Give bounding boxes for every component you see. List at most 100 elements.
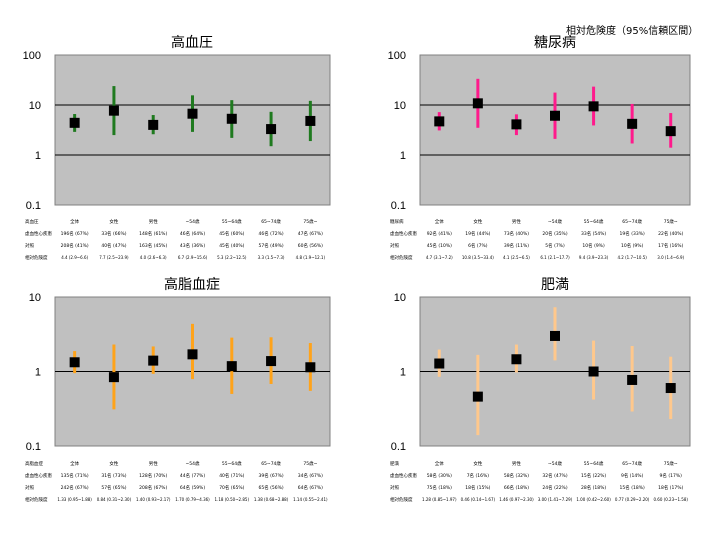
table-cell: 男性: [148, 462, 158, 467]
table-cell: 65~74歳: [622, 462, 643, 467]
table-row-label: 虚血性心疾患: [25, 232, 52, 237]
table-cell: 18名 (17%): [658, 486, 684, 491]
table-cell: 64名 (67%): [297, 486, 323, 491]
table-row-label: 相対危険度: [390, 498, 413, 503]
table-cell: 45名 (40%): [219, 244, 245, 249]
table-cell: 39名 (67%): [258, 474, 284, 479]
point-estimate: [69, 117, 80, 128]
y-tick-label: 1: [35, 367, 41, 379]
table-cell: 1.46 (0.97~2.30): [499, 497, 534, 502]
table-cell: 男性: [511, 220, 521, 225]
table-cell: 40名 (47%): [101, 244, 127, 249]
table-cell: 9名 (14%): [620, 474, 644, 479]
table-cell: 75歳~: [303, 462, 318, 467]
table-row-label: 高血圧: [25, 220, 39, 225]
point-estimate: [226, 361, 237, 372]
table-cell: 39名 (11%): [503, 244, 530, 249]
point-estimate: [226, 113, 237, 124]
table-cell: 46名 (72%): [258, 232, 284, 237]
table-cell: 4.2 (1.7~10.5): [617, 255, 647, 260]
table-cell: 60名 (56%): [297, 244, 323, 249]
point-estimate: [187, 349, 198, 360]
point-estimate: [665, 383, 676, 394]
table-cell: 46名 (64%): [179, 232, 206, 237]
table-cell: 全体: [434, 462, 444, 467]
table-cell: 10.8 (3.5~33.4): [461, 255, 494, 260]
table-cell: 15名 (22%): [580, 474, 607, 479]
table-cell: 4.0 (2.6~6.3): [139, 255, 167, 260]
chart-title: 高脂血症: [164, 277, 220, 293]
table-row-label: 高脂血症: [25, 462, 43, 467]
point-estimate: [305, 115, 316, 126]
table-cell: 65~74歳: [261, 220, 281, 225]
table-cell: 10名 (9%): [620, 244, 644, 249]
chart-title: 高血圧: [171, 35, 213, 51]
table-cell: 33名 (54%): [580, 232, 607, 237]
table-cell: 44名 (77%): [179, 474, 206, 479]
y-tick-label: 0.1: [26, 200, 41, 212]
table-cell: 10名 (9%): [582, 244, 605, 249]
table-cell: 男性: [511, 462, 521, 467]
point-estimate: [511, 354, 522, 365]
table-cell: 24名 (22%): [542, 486, 568, 491]
table-cell: 3.0 (1.4~6.9): [657, 255, 685, 260]
table-cell: 17名 (16%): [658, 244, 684, 249]
table-cell: 9名 (17%): [659, 474, 682, 479]
point-estimate: [108, 105, 119, 116]
table-row-label: 虚血性心疾患: [390, 232, 417, 237]
table-cell: 1.38 (0.68~2.88): [253, 497, 289, 502]
table-row-label: 糖尿病: [390, 220, 404, 225]
table-cell: 6.7 (2.9~15.6): [177, 255, 208, 260]
table-cell: 45名 (60%): [219, 232, 245, 237]
point-estimate: [550, 110, 560, 121]
point-estimate: [665, 126, 676, 137]
table-cell: 6名 (7%): [468, 244, 488, 249]
table-cell: 31名 (73%): [101, 474, 127, 479]
table-cell: 65~74歳: [261, 462, 281, 467]
table-cell: ~54歳: [548, 462, 562, 467]
point-estimate: [305, 362, 316, 373]
table-cell: 75歳~: [663, 220, 678, 225]
y-tick-label: 0.1: [391, 441, 406, 453]
table-cell: 32名 (47%): [542, 474, 568, 479]
table-cell: 1.14 (0.55~2.41): [293, 497, 328, 502]
point-estimate: [148, 119, 159, 130]
table-cell: 19名 (33%): [619, 232, 645, 237]
point-estimate: [434, 116, 445, 127]
y-tick-label: 10: [29, 292, 41, 304]
y-tick-label: 1: [400, 367, 406, 379]
table-cell: 0.77 (0.29~2.20): [614, 497, 650, 502]
table-cell: 全体: [434, 220, 444, 225]
table-cell: 7名 (16%): [466, 474, 489, 479]
table-row-label: 対照: [390, 244, 399, 249]
table-cell: 148名 (61%): [139, 232, 168, 237]
table-cell: 92名 (41%): [426, 232, 452, 237]
table-cell: 4.1 (2.5~6.5): [503, 255, 530, 260]
point-estimate: [472, 391, 483, 402]
table-cell: 5.3 (2.2~12.5): [217, 255, 247, 260]
table-cell: 18名 (15%): [465, 486, 491, 491]
table-cell: 1.28 (0.85~1.97): [422, 497, 457, 502]
y-tick-label: 10: [394, 292, 406, 304]
y-tick-label: 0.1: [26, 441, 41, 453]
point-estimate: [148, 355, 159, 366]
table-cell: ~54歳: [185, 462, 200, 467]
table-cell: 242名 (67%): [60, 486, 89, 491]
point-estimate: [266, 356, 277, 367]
table-cell: 43名 (36%): [179, 244, 206, 249]
table-cell: 0.84 (0.31~2.30): [96, 497, 132, 502]
table-row-label: 対照: [25, 244, 34, 249]
table-cell: 22名 (40%): [658, 232, 684, 237]
table-row-label: 相対危険度: [25, 498, 48, 503]
table-cell: 34名 (67%): [297, 474, 323, 479]
y-tick-label: 100: [23, 50, 41, 62]
table-cell: 58名 (30%): [426, 474, 452, 479]
table-cell: 70名 (65%): [219, 486, 245, 491]
table-cell: 4.7 (3.1~7.2): [425, 255, 453, 260]
table-cell: 1.40 (0.93~2.17): [135, 497, 171, 502]
point-estimate: [472, 98, 483, 109]
y-tick-label: 1: [400, 150, 406, 162]
table-cell: 28名 (18%): [580, 486, 607, 491]
table-cell: 45名 (10%): [426, 244, 452, 249]
